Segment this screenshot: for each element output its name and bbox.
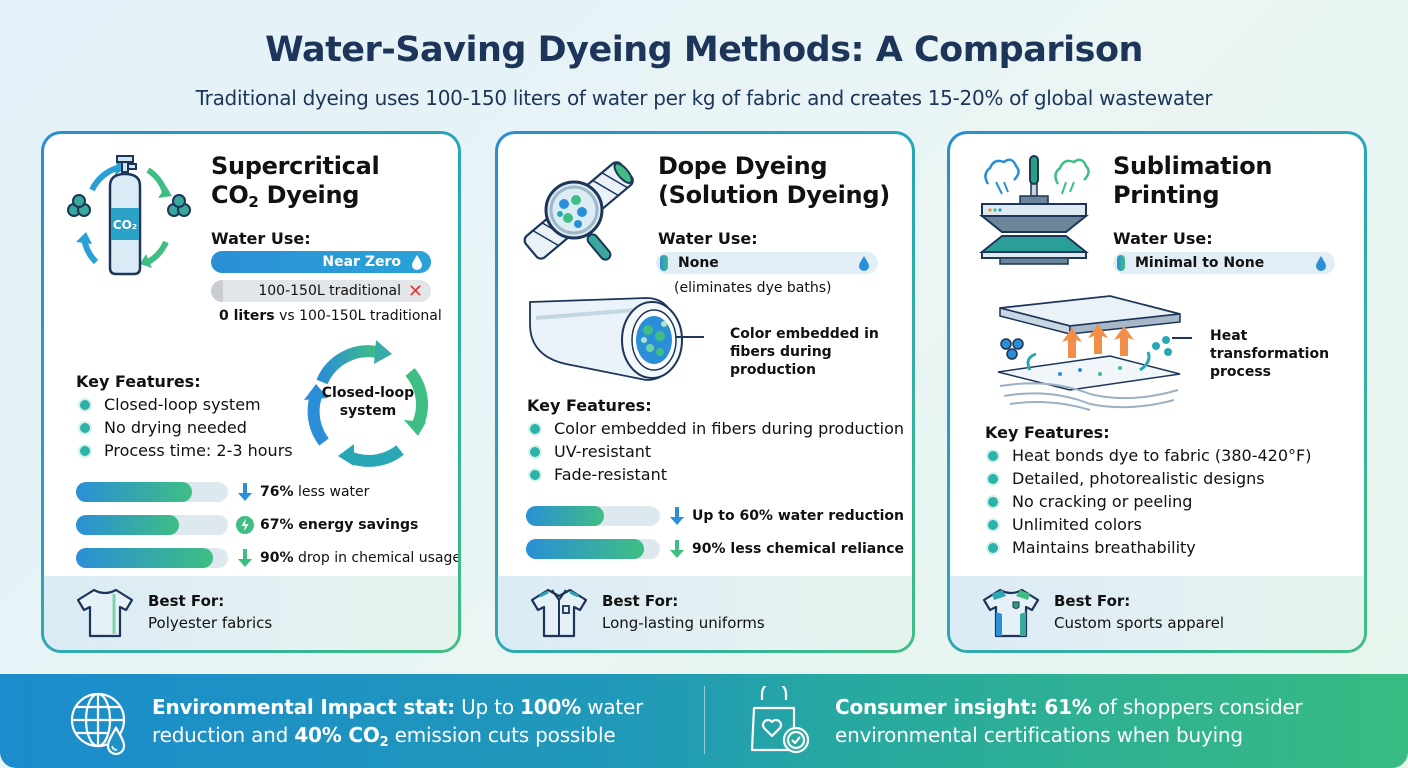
water-use-pill: Near Zero	[211, 251, 431, 273]
key-features-title: Key Features:	[985, 423, 1110, 442]
card-dope-dyeing: Dope Dyeing (Solution Dyeing) Water Use:…	[495, 131, 915, 653]
heat-transfer-diagram-icon	[997, 295, 1181, 411]
heat-annotation: Heat transformation process	[1210, 328, 1330, 380]
list-item: Detailed, photorealistic designs	[988, 467, 1311, 490]
water-note: (eliminates dye baths)	[674, 280, 832, 296]
arrow-down-icon	[236, 548, 254, 568]
water-use-pill: None	[656, 252, 878, 274]
water-comparison: 0 liters vs 100-150L traditional	[219, 308, 442, 324]
list-item: Unlimited colors	[988, 513, 1311, 536]
bullet-icon	[530, 446, 540, 457]
list-item: No cracking or peeling	[988, 490, 1311, 513]
list-item: Color embedded in fibers during producti…	[530, 417, 904, 440]
arrow-down-icon	[668, 506, 686, 526]
water-use-pill: Minimal to None	[1113, 252, 1335, 274]
co2-tank-icon: CO₂	[67, 155, 191, 276]
arrow-down-icon	[236, 482, 254, 502]
bullet-icon	[80, 399, 90, 410]
page-subtitle: Traditional dyeing uses 100-150 liters o…	[195, 86, 1213, 110]
list-item: Process time: 2-3 hours	[80, 439, 293, 462]
bullet-icon	[988, 542, 998, 553]
annotation-line	[1172, 337, 1192, 339]
progress-bar	[76, 515, 228, 535]
progress-bar	[76, 482, 228, 502]
card-title: Sublimation Printing	[1113, 152, 1273, 209]
bullet-icon	[80, 422, 90, 433]
heat-press-icon	[979, 155, 1090, 265]
card-sublimation-printing: Sublimation Printing Water Use: Minimal …	[947, 131, 1367, 653]
list-item: Heat bonds dye to fabric (380-420°F)	[988, 444, 1311, 467]
closed-loop-label: Closed-loop system	[321, 385, 415, 419]
key-features-list: Closed-loop system No drying needed Proc…	[80, 393, 293, 462]
progress-bar	[76, 548, 228, 568]
consumer-insight-stat: Consumer insight: 61% of shoppers consid…	[835, 695, 1303, 747]
list-item: Fade-resistant	[530, 463, 904, 486]
water-use-label: Water Use:	[211, 229, 311, 248]
annotation-line	[676, 336, 704, 338]
water-use-label: Water Use:	[1113, 229, 1213, 248]
arrow-down-icon	[668, 539, 686, 559]
uniform-shirt-icon	[530, 588, 588, 638]
globe-water-icon	[70, 692, 126, 756]
best-for-section: Best For: Custom sports apparel	[950, 576, 1364, 650]
key-features-title: Key Features:	[527, 396, 652, 415]
sports-jersey-icon	[982, 588, 1040, 638]
fiber-magnifier-icon	[523, 161, 634, 261]
bullet-icon	[80, 445, 90, 456]
best-for-value: Long-lasting uniforms	[602, 614, 765, 632]
list-item: Closed-loop system	[80, 393, 293, 416]
shopping-bag-certified-icon	[750, 686, 810, 754]
key-features-list: Heat bonds dye to fabric (380-420°F) Det…	[988, 444, 1311, 559]
bullet-icon	[988, 450, 998, 461]
page-title: Water-Saving Dyeing Methods: A Compariso…	[265, 30, 1143, 70]
tshirt-icon	[76, 588, 134, 638]
water-drop-icon	[1316, 256, 1326, 271]
bullet-icon	[530, 469, 540, 480]
footer-banner: Environmental Impact stat: Up to 100% wa…	[0, 674, 1408, 768]
bullet-icon	[988, 519, 998, 530]
stat-bar-chemical: 90% drop in chemical usage	[76, 547, 458, 569]
close-x-icon: ✕	[407, 281, 423, 302]
list-item: No drying needed	[80, 416, 293, 439]
stat-bar-water: Up to 60% water reduction	[526, 505, 904, 527]
list-item: Maintains breathability	[988, 536, 1311, 559]
card-supercritical-co2: CO₂ Supercritical CO2 Dyeing Water Use: …	[41, 131, 461, 653]
lightning-icon	[236, 515, 254, 535]
progress-bar	[526, 506, 660, 526]
card-title: Dope Dyeing (Solution Dyeing)	[658, 152, 890, 209]
bullet-icon	[988, 496, 998, 507]
water-drop-icon	[859, 256, 869, 271]
best-for-value: Polyester fabrics	[148, 614, 273, 632]
best-for-section: Best For: Polyester fabrics	[44, 576, 458, 650]
environmental-impact-stat: Environmental Impact stat: Up to 100% wa…	[152, 695, 644, 750]
stat-bar-energy: 67% energy savings	[76, 514, 418, 536]
water-use-label: Water Use:	[658, 229, 758, 248]
key-features-list: Color embedded in fibers during producti…	[530, 417, 904, 486]
bullet-icon	[988, 473, 998, 484]
fiber-annotation: Color embedded in fibers during producti…	[730, 326, 879, 378]
svg-text:CO₂: CO₂	[113, 218, 137, 232]
best-for-value: Custom sports apparel	[1054, 614, 1225, 632]
traditional-water-pill: 100-150L traditional ✕	[211, 280, 431, 302]
footer-divider	[704, 686, 705, 754]
water-drop-icon	[412, 255, 422, 270]
fiber-cross-section-icon	[529, 297, 683, 381]
stat-bar-chemical: 90% less chemical reliance	[526, 538, 904, 560]
card-title: Supercritical CO2 Dyeing	[211, 152, 380, 211]
best-for-section: Best For: Long-lasting uniforms	[498, 576, 912, 650]
list-item: UV-resistant	[530, 440, 904, 463]
bullet-icon	[530, 423, 540, 434]
key-features-title: Key Features:	[76, 372, 201, 391]
progress-bar	[526, 539, 660, 559]
stat-bar-water: 76% less water	[76, 481, 369, 503]
closed-loop-cycle-icon	[304, 340, 428, 467]
